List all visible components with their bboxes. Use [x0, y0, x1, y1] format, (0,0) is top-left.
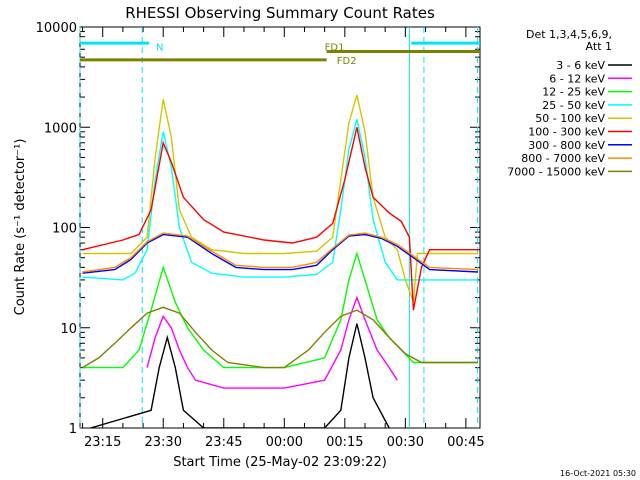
x-tick-label: 23:45: [205, 435, 242, 450]
footer-timestamp: 16-Oct-2021 05:30: [560, 469, 636, 478]
x-tick-label: 00:15: [326, 435, 363, 450]
series-line-0: [90, 323, 390, 428]
y-axis-label: Count Rate (s⁻¹ detector⁻¹): [13, 139, 28, 316]
y-tick-label: 100: [52, 222, 77, 237]
legend-label: 3 - 6 keV: [556, 59, 605, 72]
y-tick-label: 1: [69, 422, 77, 437]
legend-header: Det 1,3,4,5,6,9,: [526, 28, 612, 41]
plot-area: 1 10 100 1000 10000 23:15 23:30 23:45 00:00 00:15…: [36, 21, 485, 450]
legend-label: 300 - 800 keV: [528, 139, 605, 152]
legend-label: 7000 - 15000 keV: [507, 165, 605, 178]
series-line-5: [82, 127, 478, 311]
flag-annotation: N: [156, 42, 163, 53]
x-axis-label: Start Time (25-May-02 23:09:22): [173, 455, 387, 470]
legend-label: 50 - 100 keV: [535, 112, 605, 125]
legend-header: Att 1: [586, 40, 612, 53]
y-tick-label: 10000: [36, 21, 77, 36]
y-tick-label: 10: [60, 322, 77, 337]
chart-title: RHESSI Observing Summary Count Rates: [125, 4, 435, 22]
x-tick-label: 23:15: [84, 435, 121, 450]
series-line-4: [82, 94, 478, 303]
legend-label: 100 - 300 keV: [528, 126, 605, 139]
x-tick-label: 00:00: [266, 435, 303, 450]
x-tick-label: 23:30: [145, 435, 182, 450]
series-line-6: [82, 233, 479, 274]
flag-annotation: FD1: [325, 42, 345, 53]
series-line-7: [82, 232, 479, 273]
x-tick-label: 00:30: [387, 435, 424, 450]
x-tick-label: 00:45: [447, 435, 484, 450]
legend-label: 12 - 25 keV: [542, 86, 605, 99]
series-line-8: [82, 306, 478, 369]
legend-label: 6 - 12 keV: [549, 72, 605, 85]
legend-label: 800 - 7000 keV: [521, 152, 605, 165]
y-tick-label: 1000: [44, 121, 77, 136]
series-line-1: [146, 295, 398, 389]
legend-label: 25 - 50 keV: [542, 99, 605, 112]
series-group: [82, 94, 479, 428]
flag-annotation: FD2: [337, 56, 357, 67]
